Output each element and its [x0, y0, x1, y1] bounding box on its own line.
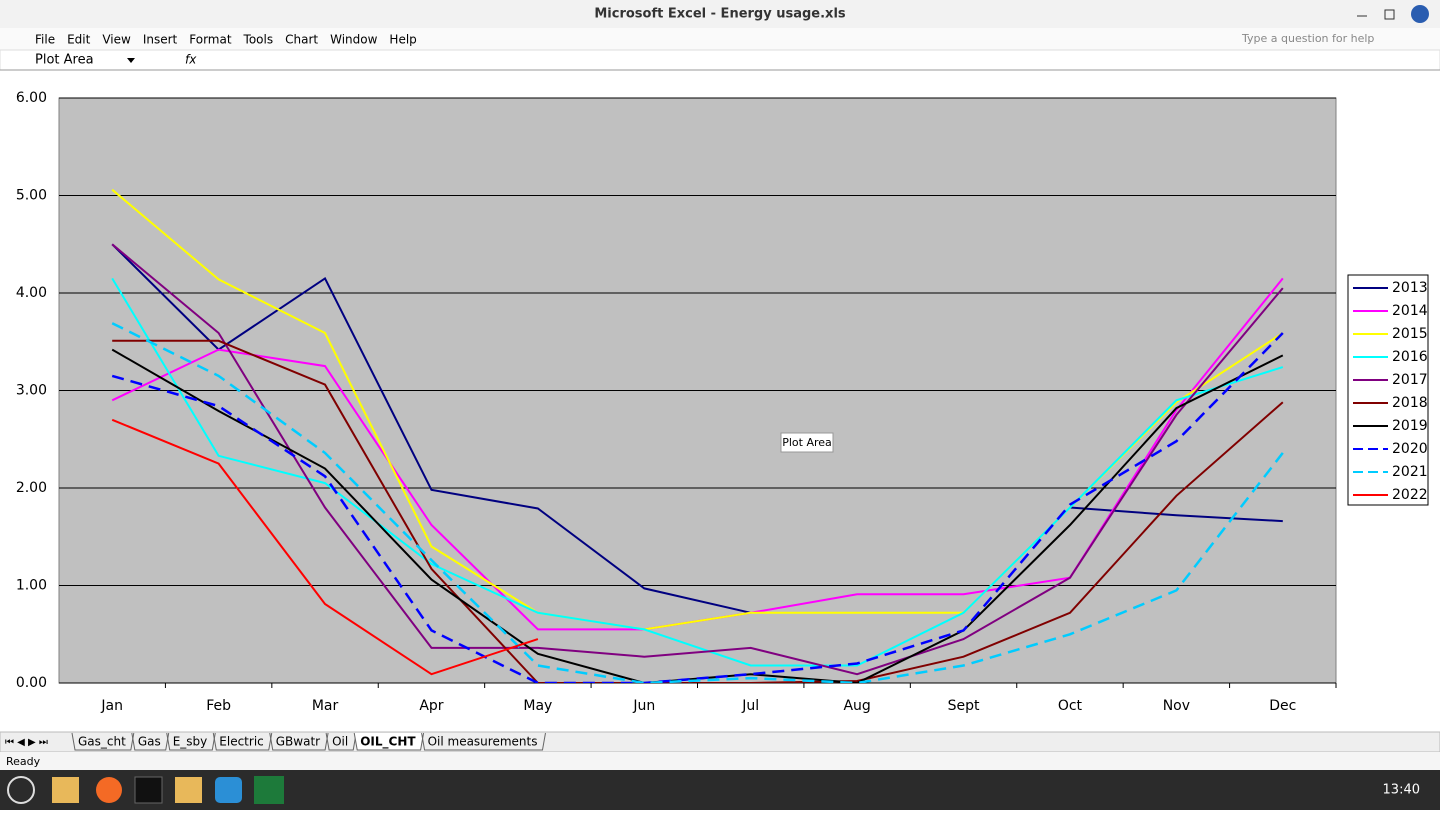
app-files[interactable] — [52, 777, 79, 803]
y-tick-label: 2.00 — [16, 480, 47, 496]
sheet-tab[interactable]: GBwatr — [269, 732, 329, 751]
tooltip: Plot Area — [782, 436, 832, 449]
chart: 0.00 1.00 2.00 3.00 4.00 5.00 6.00 Jan Feb Mar Apr… — [16, 90, 1337, 714]
sheet-tab[interactable]: E_sby — [166, 732, 216, 751]
y-tick-label: 6.00 — [16, 90, 47, 106]
legend-label: 2021 — [1392, 464, 1428, 480]
sheet-tab-shape — [325, 732, 357, 751]
x-tick-label: Jan — [100, 698, 123, 714]
menu-item[interactable]: Tools — [243, 33, 274, 47]
menu-item[interactable]: Format — [189, 33, 232, 47]
app-terminal[interactable] — [134, 776, 163, 804]
x-tick-label: Aug — [843, 698, 870, 714]
sheet-tab-shape — [212, 732, 273, 751]
app-folder[interactable] — [175, 777, 202, 803]
x-tick-label: Dec — [1269, 698, 1296, 714]
sheet-tabs: Gas_cht Gas E_sby Electric GBwatr Oil OIL_CHT O… — [71, 732, 546, 751]
sheet-tab-label[interactable]: Electric — [219, 735, 263, 749]
legend-label: 2014 — [1392, 303, 1428, 319]
x-tick-label: Mar — [312, 698, 339, 714]
app-excel[interactable] — [254, 776, 284, 804]
x-tick-label: Apr — [419, 698, 443, 714]
y-tick-label: 5.00 — [16, 188, 47, 204]
sheet-tab-shape — [421, 732, 546, 751]
sheet-tab-label[interactable]: Gas — [138, 735, 161, 749]
sheet-tab[interactable]: Oil measurements — [421, 732, 546, 751]
tab-nav[interactable]: ⏮ ◀ ▶ ⏭ — [5, 737, 48, 748]
legend-label: 2018 — [1392, 395, 1428, 411]
y-tick-label: 0.00 — [16, 675, 47, 691]
menu-item[interactable]: Window — [330, 33, 378, 47]
x-tick-label: Oct — [1058, 698, 1083, 714]
sheet-tab-label[interactable]: OIL_CHT — [360, 735, 416, 750]
sheet-tab-shape — [71, 732, 135, 751]
title-bar — [0, 0, 1440, 28]
help-box[interactable]: Type a question for help — [1241, 32, 1374, 45]
series-line — [111, 332, 1284, 683]
app-chat[interactable] — [215, 777, 242, 803]
legend — [1347, 274, 1429, 506]
series-lines — [111, 188, 1284, 683]
start-menu[interactable] — [7, 776, 35, 804]
sheet-tab[interactable]: Electric — [212, 732, 273, 751]
sheet-tab-label[interactable]: GBwatr — [276, 735, 320, 749]
sheet-tab[interactable]: Gas_cht — [71, 732, 135, 751]
legend-label: 2015 — [1392, 326, 1428, 342]
sheet-tab-shape — [353, 732, 425, 751]
x-tick-label: May — [523, 698, 552, 714]
status: Ready — [6, 755, 41, 768]
sheet-tab[interactable]: Oil — [325, 732, 357, 751]
sheet-tab-shape — [131, 732, 170, 751]
menu-item[interactable]: Insert — [143, 33, 178, 47]
menu-item[interactable]: Help — [389, 33, 416, 47]
y-tick-label: 1.00 — [16, 578, 47, 594]
menu-bar — [0, 28, 1440, 50]
window-controls[interactable] — [1357, 5, 1429, 23]
name-box-arrow[interactable] — [127, 58, 135, 63]
sheet-tab-label[interactable]: Oil — [332, 735, 348, 749]
x-tick-label: Jul — [741, 698, 759, 714]
x-tick-label: Nov — [1163, 698, 1190, 714]
x-tick-label: Feb — [206, 698, 231, 714]
legend-label: 2020 — [1392, 441, 1428, 457]
menu: File Edit View Insert Format Tools Chart Window… — [35, 33, 417, 47]
tooltip-box — [780, 432, 834, 453]
sheet-tab-label[interactable]: E_sby — [173, 735, 208, 749]
x-tick-label: Sept — [948, 698, 980, 714]
series-line — [111, 322, 1284, 683]
fx-icon[interactable]: fx — [185, 53, 197, 67]
y-tick-label: 4.00 — [16, 285, 47, 301]
y-tick-label: 3.00 — [16, 383, 47, 399]
menu-item[interactable]: File — [35, 33, 55, 47]
sheet-tab-label[interactable]: Oil measurements — [428, 735, 538, 749]
menu-item[interactable]: Chart — [285, 33, 318, 47]
x-tick-label: Jun — [632, 698, 655, 714]
legend-label: 2017 — [1392, 372, 1428, 388]
series-line — [112, 339, 1284, 683]
menu-item[interactable]: Edit — [67, 33, 91, 47]
legend-label: 2016 — [1392, 349, 1428, 365]
sheet-tab-shape — [269, 732, 329, 751]
legend-entries: 2013 2014 2015 2016 2017 2018 2019 2020 2021 2022 — [1353, 280, 1428, 503]
series-line — [111, 418, 539, 676]
window-title: Microsoft Excel - Energy usage.xls — [594, 7, 846, 22]
clock: 13:40 — [1383, 783, 1420, 798]
legend-label: 2022 — [1392, 487, 1428, 503]
legend-label: 2013 — [1392, 280, 1428, 296]
name-box[interactable]: Plot Area — [35, 53, 94, 68]
series-line — [111, 243, 1284, 676]
legend-label: 2019 — [1392, 418, 1428, 434]
menu-item[interactable]: View — [102, 33, 131, 47]
sheet-tab-label[interactable]: Gas_cht — [78, 735, 126, 749]
app-firefox[interactable] — [96, 777, 122, 803]
sheet-tab[interactable]: Gas — [131, 732, 170, 751]
formula-bar — [0, 49, 1440, 71]
sheet-tab-shape — [166, 732, 216, 751]
status-bar — [0, 752, 1440, 770]
sheet-tab[interactable]: OIL_CHT — [353, 732, 425, 751]
